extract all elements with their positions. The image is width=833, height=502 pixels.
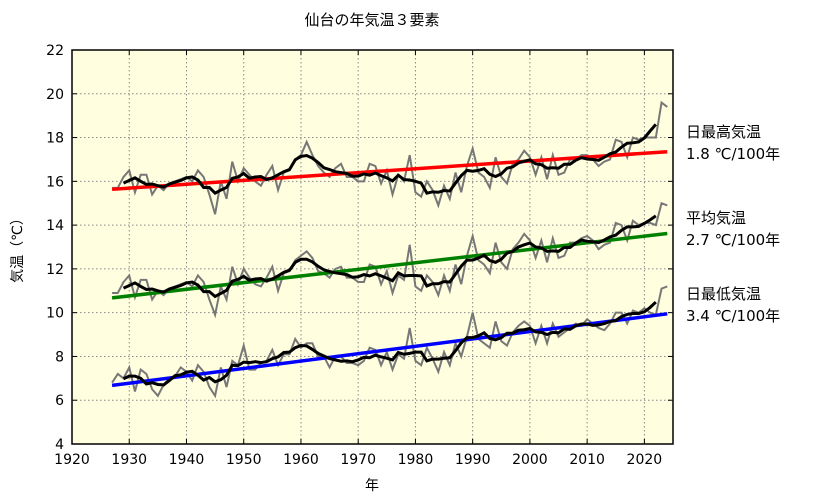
- axis-ticks: 1920 1930 1940 1950 1960 1970 1980 1990 2000 2010…: [46, 43, 673, 468]
- x-tick-label: 1940: [169, 452, 205, 468]
- label-max-trend: 1.8 ℃/100年: [686, 145, 780, 163]
- y-tick-label: 20: [46, 87, 64, 103]
- y-tick-label: 8: [55, 349, 64, 365]
- x-tick-label: 2000: [512, 452, 548, 468]
- x-tick-label: 1920: [54, 452, 90, 468]
- series-layer: [111, 100, 668, 399]
- x-tick-label: 2010: [569, 452, 605, 468]
- moving-average-line-1: [122, 214, 657, 299]
- x-tick-label: 1960: [283, 452, 319, 468]
- label-mean-name: 平均気温: [686, 209, 746, 227]
- x-tick-label: 1950: [226, 452, 262, 468]
- x-tick-label: 1980: [398, 452, 434, 468]
- trend-line-0: [111, 149, 668, 192]
- moving-average-line-0: [122, 123, 657, 195]
- y-tick-label: 6: [55, 393, 64, 409]
- label-max-name: 日最高気温: [686, 123, 761, 141]
- label-mean-trend: 2.7 ℃/100年: [686, 231, 780, 249]
- y-axis-label: 気温（℃）: [10, 211, 26, 283]
- x-tick-label: 1930: [111, 452, 147, 468]
- y-tick-label: 10: [46, 306, 64, 322]
- y-tick-label: 14: [46, 218, 64, 234]
- y-tick-label: 4: [55, 437, 64, 453]
- x-axis-label: 年: [365, 478, 379, 494]
- x-tick-label: 1990: [455, 452, 491, 468]
- moving-average-line-2: [122, 301, 657, 387]
- chart-title: 仙台の年気温３要素: [304, 11, 439, 29]
- y-tick-label: 16: [46, 174, 64, 190]
- label-min-trend: 3.4 ℃/100年: [686, 307, 780, 325]
- y-tick-label: 18: [46, 131, 64, 147]
- x-tick-label: 2020: [627, 452, 663, 468]
- y-tick-label: 22: [46, 43, 64, 59]
- y-tick-label: 12: [46, 262, 64, 278]
- x-tick-label: 1970: [340, 452, 376, 468]
- label-min-name: 日最低気温: [686, 285, 761, 303]
